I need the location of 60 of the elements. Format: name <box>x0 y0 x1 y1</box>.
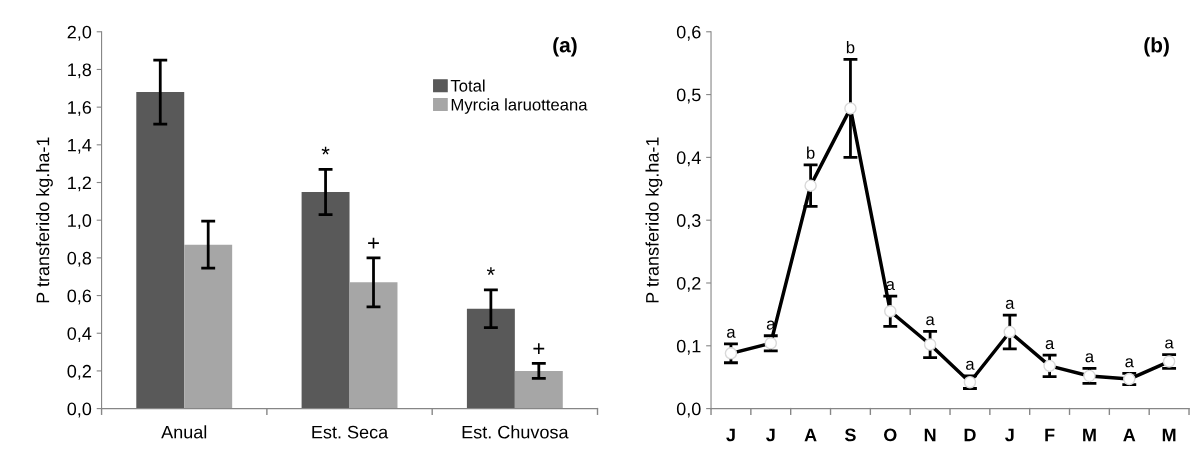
annotation: a <box>966 360 975 370</box>
bar <box>301 191 350 409</box>
y-tick-label: 0,5 <box>676 88 701 104</box>
y-tick-label: 0,6 <box>67 289 92 305</box>
x-tick-label: D <box>964 428 976 442</box>
y-tick-label: 0,4 <box>67 327 92 343</box>
x-tick-label: J <box>1005 428 1014 442</box>
x-tick-label: O <box>884 428 897 442</box>
annotation: a <box>727 328 736 338</box>
y-axis-title: P transferido kg.ha-1 <box>36 137 53 303</box>
y-tick-label: 1,6 <box>68 101 92 116</box>
x-tick-label: Anual <box>161 425 207 439</box>
y-tick-label: 0,0 <box>67 402 92 418</box>
y-tick-label: 1,0 <box>68 214 92 230</box>
annotation: a <box>1125 358 1134 368</box>
annotation: a <box>1165 339 1174 349</box>
bar <box>349 282 398 409</box>
x-tick-label: J <box>726 428 735 442</box>
bar <box>136 92 185 409</box>
bar <box>184 244 233 409</box>
x-tick-label: M <box>1162 428 1176 442</box>
x-tick-label: Est. Seca <box>312 425 389 439</box>
y-tick-label: 0,8 <box>67 251 92 267</box>
annotation: + <box>368 237 379 249</box>
legend-label: Myrcia laruotteana <box>451 98 588 114</box>
annotation: a <box>1085 353 1095 363</box>
annotation: a <box>1045 340 1055 350</box>
bar <box>466 308 515 409</box>
y-tick-label: 0,2 <box>67 364 91 380</box>
legend-label: Total <box>450 79 485 92</box>
annotation: b <box>846 41 855 54</box>
y-tick-label: 0,0 <box>676 402 701 418</box>
y-tick-label: 1,4 <box>68 138 92 154</box>
annotation: b <box>807 146 815 159</box>
x-tick-label: J <box>766 428 775 442</box>
y-tick-label: 0,1 <box>676 339 701 355</box>
y-tick-label: 0,3 <box>676 214 701 230</box>
annotation: a <box>1005 299 1015 309</box>
x-tick-label: A <box>1123 428 1136 442</box>
y-tick-label: 0,4 <box>676 151 701 167</box>
y-tick-label: 0,6 <box>676 25 701 41</box>
chart-title: (a) <box>553 37 577 57</box>
annotation: a <box>926 316 935 326</box>
x-tick-label: N <box>924 428 936 442</box>
x-tick-label: M <box>1083 428 1096 442</box>
chart-title: (b) <box>1144 37 1169 57</box>
y-tick-label: 1,8 <box>68 63 92 79</box>
annotation: a <box>886 280 895 291</box>
annotation: * <box>321 146 330 155</box>
y-tick-label: 2,0 <box>67 25 92 41</box>
y-tick-label: 0,2 <box>676 276 701 292</box>
bar <box>514 370 563 409</box>
annotation: + <box>533 343 545 355</box>
x-tick-label: Est. Chuvosa <box>462 425 569 439</box>
y-tick-label: 1,2 <box>68 176 91 192</box>
x-tick-label: A <box>804 428 817 442</box>
y-axis-title: P transferido kg.ha-1 <box>645 137 663 303</box>
x-tick-label: F <box>1045 428 1055 442</box>
x-tick-label: S <box>844 428 856 442</box>
annotation: * <box>486 267 495 276</box>
